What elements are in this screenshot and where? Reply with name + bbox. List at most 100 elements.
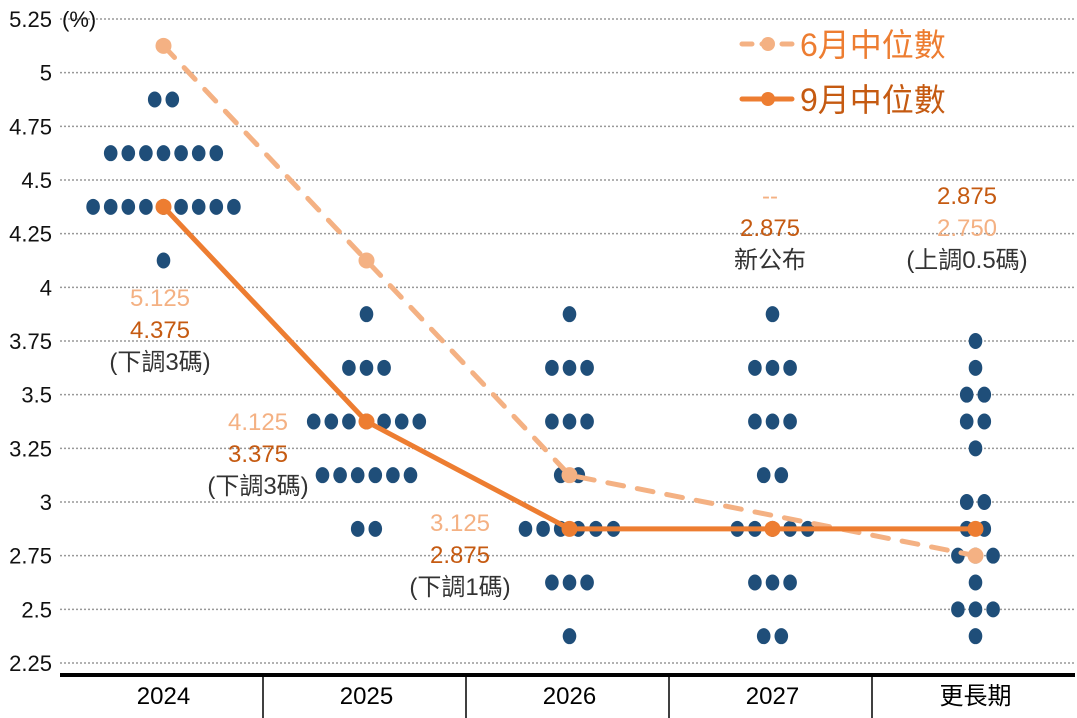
x-tick-label: 2027	[746, 683, 799, 710]
median-marker	[561, 467, 578, 484]
participant-dot	[562, 628, 577, 645]
legend-label: 6月中位數	[800, 27, 946, 63]
participant-dot	[377, 413, 391, 430]
participant-dot	[165, 91, 180, 108]
y-tick-label: 3.25	[9, 436, 52, 461]
participant-dot	[765, 306, 780, 323]
participant-dot	[545, 413, 559, 430]
median-marker	[155, 37, 172, 54]
participant-dot	[545, 574, 559, 591]
participant-dot	[748, 574, 762, 591]
median-marker	[155, 198, 172, 215]
participant-dot	[350, 520, 365, 537]
x-tick-label: 2025	[340, 683, 393, 710]
participant-dot	[174, 145, 188, 162]
participant-dot	[86, 198, 100, 215]
participant-dot	[562, 359, 577, 376]
participant-dot	[756, 628, 771, 645]
participant-dot	[774, 467, 789, 484]
participant-dot	[209, 145, 224, 162]
participant-dot	[968, 359, 983, 376]
participant-dot	[968, 440, 983, 457]
median-marker	[764, 520, 781, 537]
y-tick-label: 2.25	[9, 651, 52, 676]
y-tick-label: 3.75	[9, 329, 52, 354]
y-tick-label: 4.5	[21, 168, 52, 193]
participant-dot	[342, 359, 356, 376]
annotation-text: 2.750	[937, 215, 997, 242]
participant-dot	[121, 145, 136, 162]
annotation-text: 2.875	[740, 215, 800, 242]
x-tick-label: 2026	[543, 683, 596, 710]
participant-dot	[545, 359, 559, 376]
median-marker	[358, 413, 375, 430]
annotation-text: (下調3碼)	[109, 349, 210, 376]
participant-dot	[765, 359, 780, 376]
participant-dot	[977, 386, 992, 403]
participant-dot	[774, 628, 789, 645]
annotation-text: 4.375	[130, 317, 190, 344]
participant-dot	[103, 198, 118, 215]
participant-dot	[103, 145, 118, 162]
unit-label: (%)	[62, 7, 96, 32]
participant-dot	[562, 306, 577, 323]
participant-dot	[359, 306, 374, 323]
y-tick-label: 3.5	[21, 383, 52, 408]
participant-dot	[342, 413, 356, 430]
participant-dot	[306, 413, 321, 430]
participant-dot	[765, 574, 780, 591]
annotation-text: 4.125	[228, 409, 288, 436]
participant-dot	[368, 467, 383, 484]
y-tick-label: 3	[40, 490, 52, 515]
y-tick-label: 5.25	[9, 7, 52, 32]
participant-dot	[968, 333, 983, 349]
participant-dot	[147, 91, 162, 108]
participant-dot	[959, 413, 974, 430]
x-tick-label: 更長期	[940, 683, 1012, 710]
participant-dot	[386, 467, 400, 484]
y-tick-label: 5	[40, 61, 52, 86]
participant-dot	[139, 198, 153, 215]
participant-dot	[518, 520, 533, 537]
participant-dot	[562, 574, 577, 591]
participant-dot	[951, 601, 965, 618]
participant-dot	[968, 574, 983, 591]
median-line-1	[161, 43, 978, 559]
participant-dot	[748, 413, 762, 430]
participant-dot	[139, 145, 153, 162]
participant-dot	[968, 601, 983, 618]
participant-dot	[412, 413, 427, 430]
participant-dot	[783, 359, 797, 376]
participant-dot	[315, 467, 330, 484]
participant-dot	[156, 252, 171, 269]
participant-dot	[580, 574, 594, 591]
participant-dot	[324, 413, 339, 430]
annotation-text: 3.375	[228, 441, 288, 468]
participant-dot	[783, 413, 797, 430]
annotation-text: 2.875	[937, 183, 997, 210]
participant-dot	[227, 198, 241, 215]
annotation-text: 3.125	[430, 510, 490, 537]
participant-dot	[986, 547, 1000, 564]
legend-marker-icon	[761, 92, 775, 106]
participant-dot	[121, 198, 136, 215]
participant-dot	[350, 467, 365, 484]
participant-dot	[756, 467, 771, 484]
participant-dot	[156, 145, 171, 162]
participant-dot	[580, 359, 594, 376]
participant-dot	[377, 359, 391, 376]
participant-dot	[562, 413, 577, 430]
y-tick-label: 4.25	[9, 222, 52, 247]
median-marker	[561, 520, 578, 537]
participant-dot	[986, 601, 1000, 618]
participant-dot	[174, 198, 188, 215]
participant-dot	[191, 198, 206, 215]
participant-dot	[359, 359, 374, 376]
annotation-text: (下調3碼)	[207, 473, 308, 500]
annotation-text: 2.875	[430, 542, 490, 569]
participant-dot	[403, 467, 418, 484]
participant-dot	[765, 413, 780, 430]
annotation-text: 5.125	[130, 285, 190, 312]
participant-dot	[368, 520, 383, 537]
